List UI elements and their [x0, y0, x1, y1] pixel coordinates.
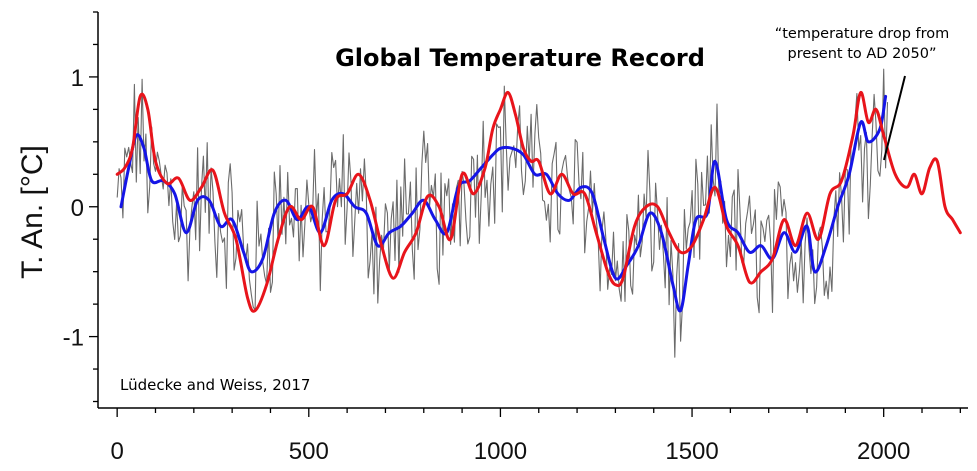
- smoothed-series-layer: [115, 90, 962, 313]
- axes: 0 500 1000 1500 2000 1 0 -1: [63, 11, 968, 465]
- x-tick-label: 500: [289, 438, 329, 465]
- grey-annual-series: [116, 68, 889, 358]
- x-tick-label: 2000: [857, 438, 910, 465]
- annotation-pointer: [883, 75, 906, 161]
- y-tick-label: 0: [71, 195, 84, 222]
- text-layer: Global Temperature Record T. An. [°C] Lü…: [16, 26, 949, 394]
- y-tick-label: -1: [63, 325, 84, 352]
- blue-series-line: [119, 94, 888, 313]
- x-tick-label: 1000: [474, 438, 527, 465]
- x-tick-label: 0: [110, 438, 123, 465]
- annotation-line-1: “temperature drop from: [775, 26, 950, 42]
- annotation-line-2: present to AD 2050”: [787, 46, 936, 62]
- x-tick-label: 1500: [665, 438, 718, 465]
- y-tick-label: 1: [71, 65, 84, 92]
- chart-title: Global Temperature Record: [335, 44, 705, 72]
- red-series-line: [115, 90, 962, 313]
- grey-annual-line: [116, 68, 889, 358]
- credit-label: Lüdecke and Weiss, 2017: [120, 376, 310, 394]
- y-axis-label: T. An. [°C]: [16, 145, 49, 279]
